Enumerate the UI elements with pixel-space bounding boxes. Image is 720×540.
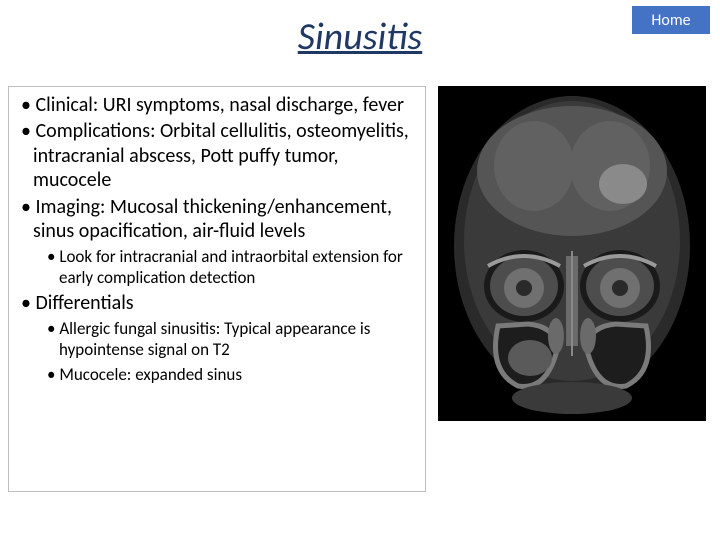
mri-image — [438, 86, 706, 421]
bullet-imaging: Imaging: Mucosal thickening/enhancement,… — [19, 195, 415, 244]
content-box: Clinical: URI symptoms, nasal discharge,… — [8, 86, 426, 492]
bullet-clinical: Clinical: URI symptoms, nasal discharge,… — [19, 93, 415, 117]
slide-title: Sinusitis — [0, 14, 720, 60]
bullet-diff-allergic: Allergic fungal sinusitis: Typical appea… — [19, 319, 415, 360]
bullet-differentials: Differentials — [19, 291, 415, 315]
bullet-complications: Complications: Orbital cellulitis, osteo… — [19, 119, 415, 192]
bullet-diff-mucocele: Mucocele: expanded sinus — [19, 365, 415, 386]
bullet-imaging-sub: Look for intracranial and intraorbital e… — [19, 247, 415, 288]
